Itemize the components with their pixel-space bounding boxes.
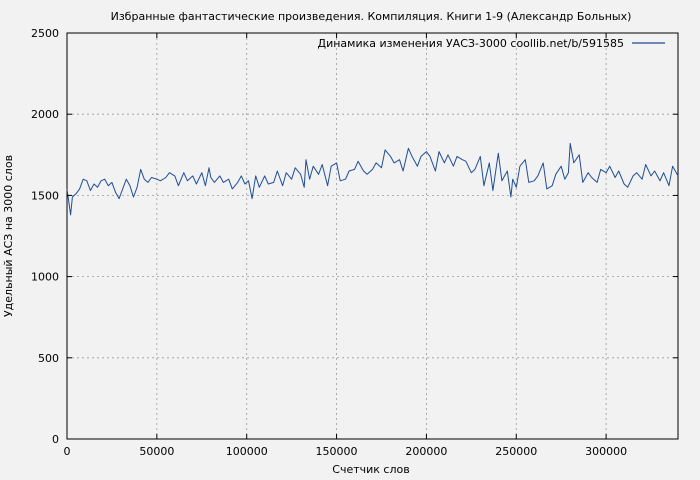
y-axis: 0 500 1000 1500 2000 2500 xyxy=(31,27,678,446)
series-line xyxy=(66,142,679,216)
y-axis-label: Удельный АСЗ на 3000 слов xyxy=(2,155,15,317)
y-tick-label: 1500 xyxy=(31,189,59,202)
legend-label: Динамика изменения УАСЗ-3000 coollib.net… xyxy=(318,37,625,50)
x-tick-label: 300000 xyxy=(585,445,627,458)
y-tick-label: 2500 xyxy=(31,27,59,40)
plot-frame xyxy=(66,32,679,440)
grid xyxy=(67,33,678,439)
legend: Динамика изменения УАСЗ-3000 coollib.net… xyxy=(318,37,665,50)
chart-title: Избранные фантастические произведения. К… xyxy=(111,10,632,23)
x-tick-label: 150000 xyxy=(316,445,358,458)
x-tick-label: 100000 xyxy=(226,445,268,458)
x-tick-label: 0 xyxy=(64,445,71,458)
plot-background xyxy=(67,33,678,439)
plot-area xyxy=(66,32,679,440)
series-group xyxy=(66,142,679,216)
y-tick-label: 0 xyxy=(52,433,59,446)
y-tick-label: 1000 xyxy=(31,271,59,284)
x-tick-label: 250000 xyxy=(495,445,537,458)
x-tick-label: 50000 xyxy=(139,445,174,458)
x-axis-label: Счетчик слов xyxy=(332,463,409,476)
y-tick-label: 2000 xyxy=(31,108,59,121)
x-tick-label: 200000 xyxy=(405,445,447,458)
x-axis: 0 50000 100000 150000 200000 250000 300000 xyxy=(64,33,627,458)
y-tick-label: 500 xyxy=(38,352,59,365)
